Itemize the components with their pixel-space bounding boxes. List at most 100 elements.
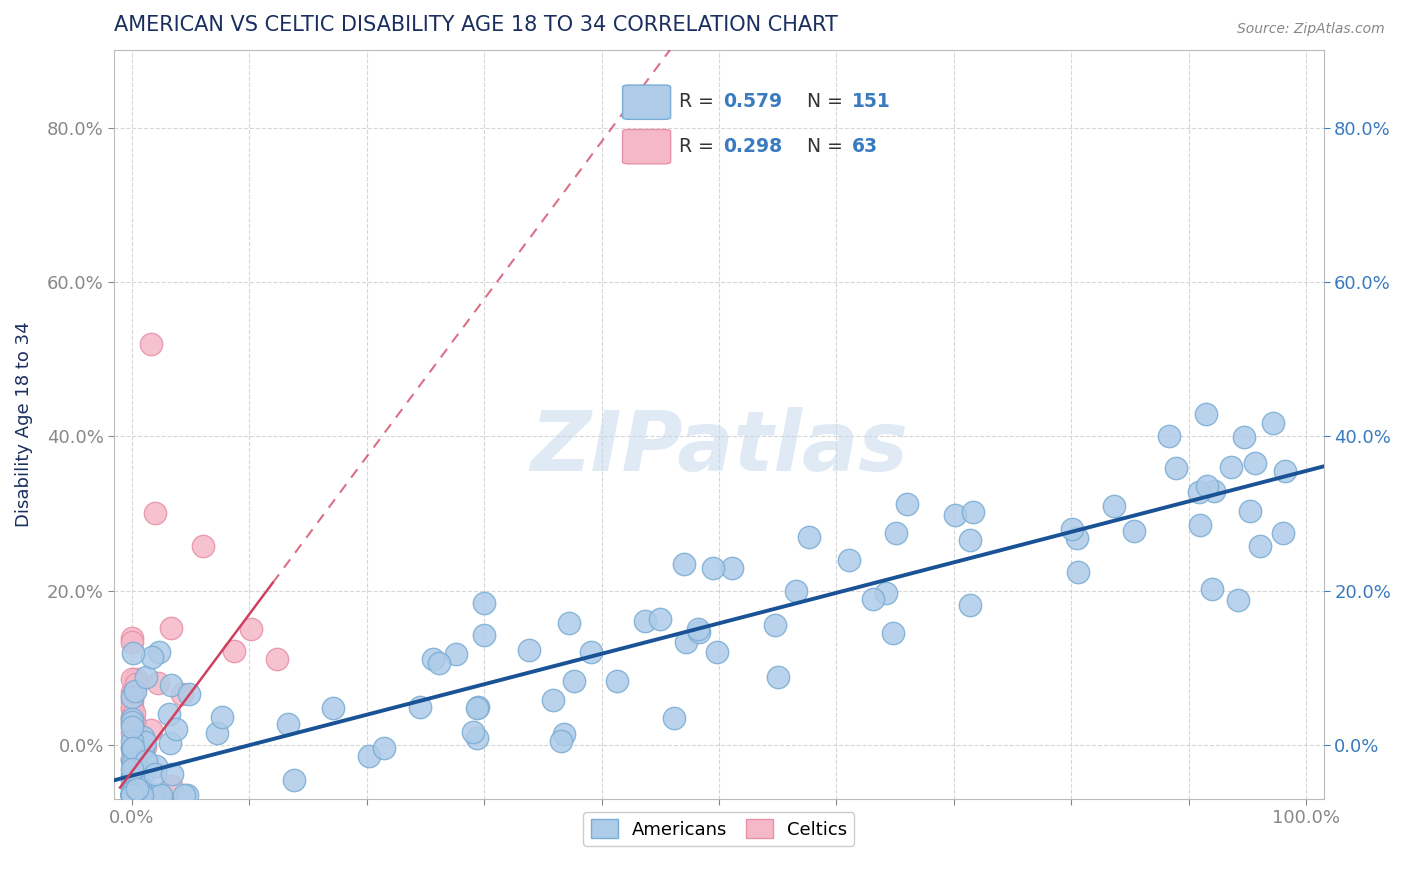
Point [125, 724, 148, 739]
Point [429, 657, 451, 671]
Point [124, 788, 146, 802]
Point [121, 788, 143, 802]
Point [124, 684, 146, 698]
Point [1102, 499, 1125, 513]
Point [131, 788, 153, 802]
Point [132, 731, 155, 745]
Point [373, 740, 395, 755]
Point [121, 720, 143, 734]
Point [121, 710, 143, 724]
Point [124, 775, 146, 789]
Point [121, 788, 143, 802]
Point [125, 777, 148, 791]
Point [1263, 416, 1285, 430]
Point [766, 670, 789, 684]
Point [702, 561, 724, 575]
Point [122, 768, 145, 782]
Point [1195, 479, 1218, 493]
Point [606, 673, 628, 688]
Point [121, 712, 143, 726]
Point [1204, 483, 1226, 498]
Point [122, 788, 145, 802]
Point [122, 788, 145, 802]
Point [553, 727, 575, 741]
Point [1164, 461, 1187, 475]
Point [1233, 430, 1256, 444]
Point [686, 622, 709, 636]
Point [461, 725, 484, 739]
Point [1249, 539, 1271, 553]
Point [122, 788, 145, 802]
Point [121, 780, 143, 795]
Point [121, 700, 143, 714]
Point [121, 788, 143, 802]
Point [688, 624, 710, 639]
Point [121, 788, 143, 802]
Point [125, 733, 148, 747]
Point [558, 616, 581, 631]
Point [662, 711, 685, 725]
Point [129, 788, 152, 802]
Point [121, 672, 143, 686]
Point [121, 741, 143, 756]
Point [121, 788, 143, 802]
Point [139, 723, 162, 737]
Point [124, 788, 146, 802]
Point [550, 734, 572, 748]
Point [124, 788, 146, 802]
Point [1227, 593, 1250, 607]
Point [121, 773, 143, 788]
Point [862, 591, 884, 606]
Point [357, 748, 380, 763]
Point [1272, 525, 1295, 540]
Point [124, 756, 146, 770]
Point [959, 599, 981, 613]
Point [149, 788, 172, 802]
Point [121, 734, 143, 748]
Point [148, 675, 170, 690]
Point [121, 685, 143, 699]
Point [121, 715, 143, 730]
Point [172, 687, 194, 701]
Point [224, 644, 246, 658]
Point [165, 722, 187, 736]
Point [121, 788, 143, 802]
Point [706, 645, 728, 659]
Point [124, 756, 146, 770]
Point [465, 701, 488, 715]
Point [1243, 456, 1265, 470]
Point [882, 626, 904, 640]
Point [176, 788, 198, 802]
Point [143, 507, 166, 521]
Point [132, 782, 155, 797]
Point [122, 786, 145, 800]
Point [1274, 464, 1296, 478]
Point [467, 700, 489, 714]
Point [135, 670, 157, 684]
Point [121, 717, 143, 731]
Point [142, 788, 165, 802]
Point [121, 631, 143, 645]
Point [127, 778, 149, 792]
Point [896, 497, 918, 511]
Point [121, 762, 143, 776]
Point [121, 740, 143, 755]
Text: ZIPatlas: ZIPatlas [530, 407, 908, 488]
Point [121, 788, 143, 802]
Point [121, 690, 143, 704]
Point [472, 628, 495, 642]
Point [763, 618, 786, 632]
Legend: Americans, Celtics: Americans, Celtics [583, 812, 855, 846]
Point [191, 539, 214, 553]
Point [125, 769, 148, 783]
Point [121, 788, 143, 802]
Point [959, 533, 981, 548]
Point [121, 646, 143, 660]
Point [145, 766, 167, 780]
Point [266, 652, 288, 666]
Point [121, 751, 143, 765]
Point [121, 768, 143, 782]
Point [143, 788, 166, 802]
Point [179, 687, 201, 701]
Point [962, 505, 984, 519]
